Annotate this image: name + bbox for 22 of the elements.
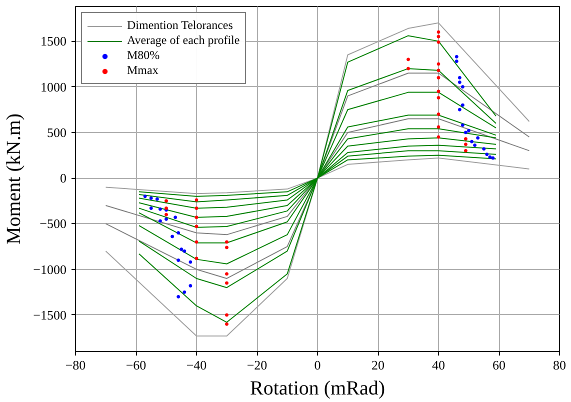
x-tick-label: −20 [246,358,268,372]
y-tick-label: 1500 [40,34,66,49]
x-axis-title: Rotation (mRad) [250,378,385,400]
legend-label: Dimention Telorances [127,18,233,33]
x-tick-label: 20 [372,358,384,372]
x-tick-label: 60 [492,358,506,372]
y-tick-label: −1500 [33,307,67,322]
legend-label: Average of each profile [127,33,240,48]
x-tick-label: −60 [126,358,146,372]
x-tick-label: 0 [314,358,321,372]
y-tick-label: 1000 [40,79,66,94]
legend-label: Mmax [127,63,158,78]
x-tick-label: −80 [65,358,86,372]
legend-label: M80% [127,48,160,63]
y-tick-label: 500 [47,124,66,140]
y-tick-label: 0 [60,170,66,186]
y-axis-title: Moment (kN.m) [3,113,26,245]
x-tick-label: 40 [432,358,445,372]
y-tick-label: −1000 [33,262,67,277]
x-tick-label: −40 [186,358,207,372]
y-tick-label: −500 [40,216,67,232]
x-tick-label: 80 [553,358,566,372]
